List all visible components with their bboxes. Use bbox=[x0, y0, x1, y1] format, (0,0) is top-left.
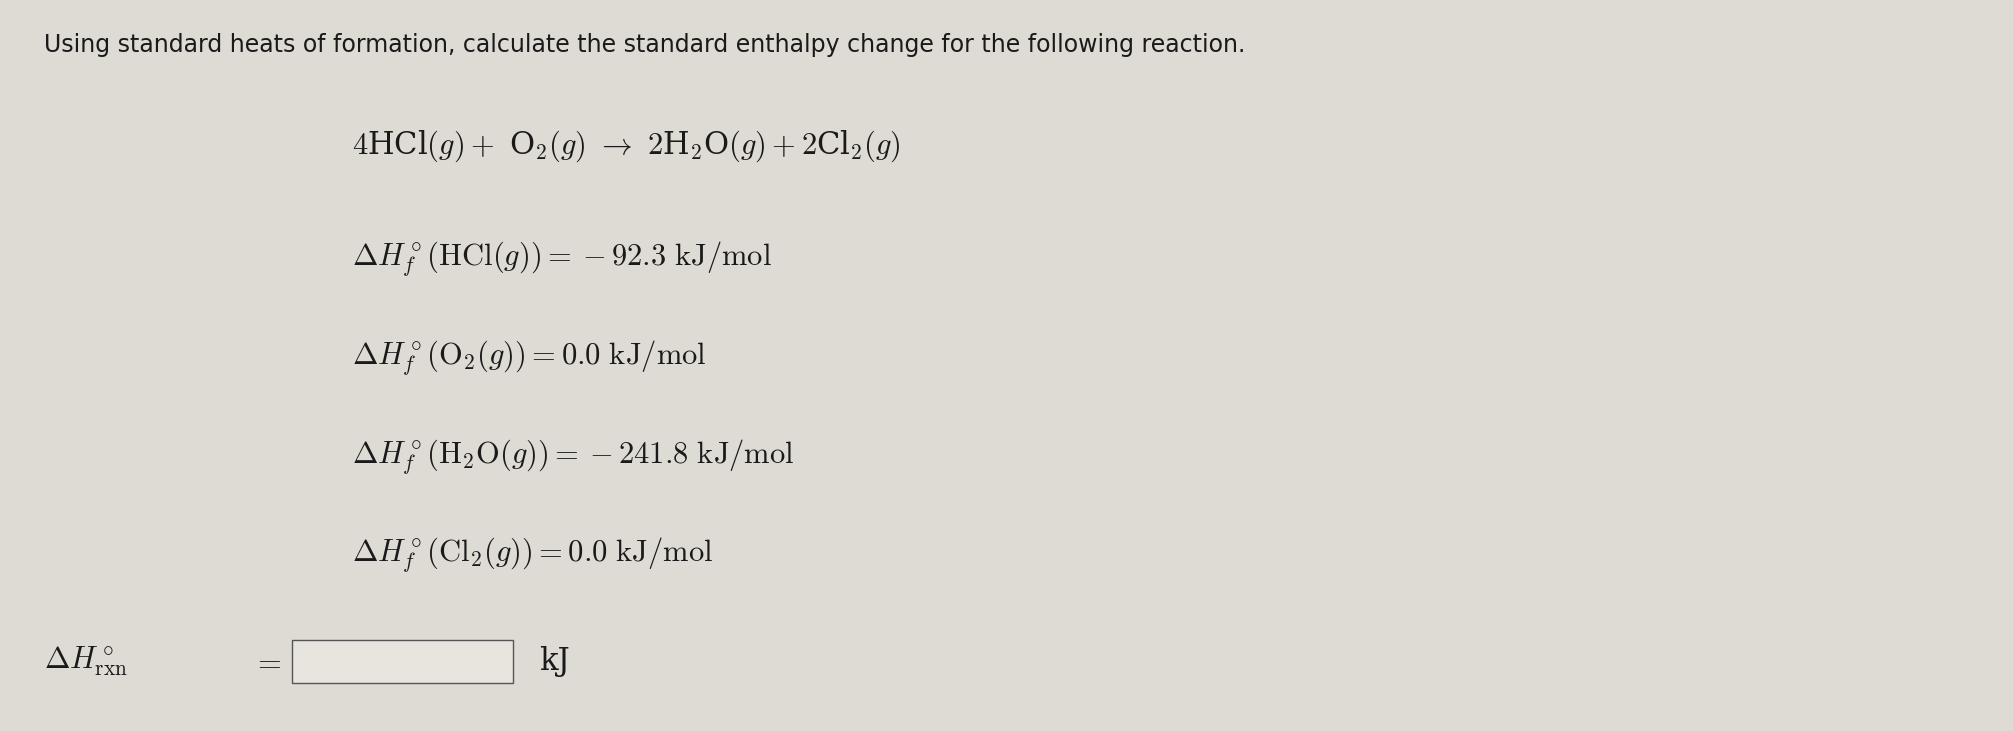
Text: $\Delta H_f^\circ(\mathrm{H_2O}(g)) = -241.8\ \mathrm{kJ/mol}$: $\Delta H_f^\circ(\mathrm{H_2O}(g)) = -2… bbox=[352, 437, 795, 477]
Text: $\Delta H^\circ_\mathrm{rxn}$: $\Delta H^\circ_\mathrm{rxn}$ bbox=[44, 645, 129, 678]
Text: kJ: kJ bbox=[539, 646, 570, 677]
Text: $\Delta H_f^\circ(\mathrm{Cl_2}(g)) = 0.0\ \mathrm{kJ/mol}$: $\Delta H_f^\circ(\mathrm{Cl_2}(g)) = 0.… bbox=[352, 536, 715, 575]
Text: $\Delta H_f^\circ(\mathrm{HCl}(g)) = -92.3\ \mathrm{kJ/mol}$: $\Delta H_f^\circ(\mathrm{HCl}(g)) = -92… bbox=[352, 240, 773, 279]
FancyBboxPatch shape bbox=[292, 640, 513, 683]
Text: $4$HCl$(g)+$ O$_2(g)$ $\rightarrow$ $2$H$_2$O$(g)+2$Cl$_2(g)$: $4$HCl$(g)+$ O$_2(g)$ $\rightarrow$ $2$H… bbox=[352, 129, 902, 164]
Text: Using standard heats of formation, calculate the standard enthalpy change for th: Using standard heats of formation, calcu… bbox=[44, 33, 1246, 57]
Text: $\Delta H_f^\circ(\mathrm{O_2}(g)) = 0.0\ \mathrm{kJ/mol}$: $\Delta H_f^\circ(\mathrm{O_2}(g)) = 0.0… bbox=[352, 338, 707, 378]
Text: $=$: $=$ bbox=[252, 646, 282, 677]
